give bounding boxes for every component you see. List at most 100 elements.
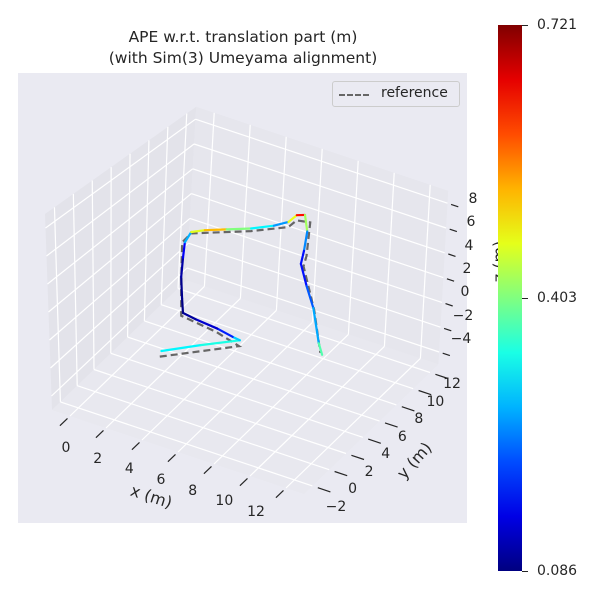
y-tick-label: 12	[443, 376, 461, 392]
legend-reference-swatch	[339, 94, 369, 96]
estimate-trajectory-segment	[190, 229, 206, 234]
tick-x	[239, 477, 248, 487]
gridline-y	[144, 320, 397, 406]
legend-reference-label: reference	[381, 85, 448, 101]
estimate-trajectory-segment	[225, 227, 253, 231]
estimate-trajectory-segment	[317, 342, 324, 356]
gridline-z	[188, 242, 441, 328]
y-tick-label: 8	[414, 411, 424, 428]
tick-x	[131, 441, 140, 451]
estimate-trajectory-segment	[199, 339, 241, 347]
gridline-y	[93, 368, 347, 455]
tick-y	[384, 422, 398, 428]
gridline-x	[285, 357, 421, 489]
tick-y	[368, 438, 381, 444]
tick-z	[448, 253, 456, 257]
gridline-x	[141, 309, 277, 441]
legend: reference	[332, 81, 460, 107]
tick-y	[418, 389, 432, 396]
tick-z	[445, 303, 453, 307]
gridline-z	[48, 193, 192, 313]
z-tick-label: −2	[452, 307, 474, 324]
tick-x	[95, 429, 104, 439]
y-tick-label: −2	[325, 499, 347, 515]
pane-yz	[45, 106, 197, 411]
chart-title-line2: (with Sim(3) Umeyama alignment)	[108, 49, 378, 67]
gridline-z	[51, 267, 188, 397]
z-tick-label: 4	[464, 237, 474, 254]
tick-x	[275, 489, 284, 499]
x-tick-label: 10	[215, 493, 234, 510]
x-tick-label: 4	[124, 461, 134, 478]
tick-y	[317, 487, 331, 493]
x-tick-label: 0	[61, 440, 71, 456]
tick-x	[59, 417, 68, 427]
colorbar-tick	[522, 571, 528, 572]
z-tick-label: 8	[468, 191, 478, 207]
y-tick-label: 0	[348, 481, 358, 498]
gridline-z	[189, 217, 443, 303]
gridline-x	[249, 345, 385, 477]
estimate-trajectory-segment	[181, 311, 197, 321]
x-tick-label: 8	[188, 482, 198, 499]
colorbar	[498, 25, 522, 571]
x-tick-label: 6	[156, 472, 166, 488]
gridline-y	[77, 385, 330, 471]
z-tick-label: 2	[462, 261, 472, 277]
gridline-z	[193, 143, 447, 229]
gridline-z	[195, 118, 448, 204]
estimate-trajectory-segment	[272, 220, 290, 227]
estimate-trajectory-segment	[194, 318, 219, 330]
gridline-y	[110, 352, 363, 438]
x-tick-label: 12	[247, 504, 265, 520]
colorbar-tick-label: 0.086	[537, 563, 578, 579]
colorbar-tick	[522, 298, 528, 300]
z-tick-label: 6	[466, 214, 476, 231]
estimate-trajectory-segment	[180, 297, 185, 315]
z-tick-label: 0	[460, 284, 470, 301]
estimate-trajectory-segment	[303, 213, 309, 233]
tick-y	[401, 406, 415, 412]
z-tick-label: −4	[450, 331, 472, 347]
reference-trajectory	[159, 219, 322, 358]
estimate-trajectory-segment	[180, 275, 184, 300]
estimate-trajectory-segment	[305, 285, 315, 310]
estimate-trajectory-segment	[183, 230, 193, 244]
tick-z	[443, 327, 452, 332]
gridline-x	[105, 297, 241, 429]
estimate-trajectory-segment	[250, 224, 275, 230]
estimate-trajectory-segment	[180, 256, 185, 279]
x-tick-label: 2	[93, 450, 103, 467]
gridline-z	[49, 217, 191, 341]
gridline-x	[213, 333, 349, 465]
gridline-y	[161, 304, 414, 390]
gridline-z	[47, 168, 194, 285]
gridline-z	[45, 118, 196, 229]
tick-z	[449, 228, 458, 233]
y-tick-label: 10	[426, 393, 445, 410]
estimate-trajectory-segment	[299, 262, 308, 288]
tick-y	[351, 454, 365, 461]
tick-z	[446, 278, 455, 282]
estimate-trajectory-segment	[160, 344, 202, 353]
gridline-z	[191, 193, 444, 279]
y-tick-label: 6	[397, 428, 407, 445]
gridline-z	[46, 143, 195, 257]
colorbar-tick	[522, 25, 528, 26]
chart-title-line1: APE w.r.t. translation part (m)	[128, 28, 358, 46]
estimate-trajectory-segment	[231, 335, 241, 342]
gridline-z	[50, 242, 189, 369]
colorbar-tick-label: 0.403	[537, 290, 578, 307]
estimate-trajectory-segment	[203, 228, 228, 232]
gridline-x	[177, 321, 313, 453]
estimate-trajectory-segment	[302, 230, 309, 252]
tick-y	[334, 470, 348, 477]
y-tick-label: 2	[364, 463, 374, 480]
estimate-trajectory-segment	[312, 306, 320, 345]
gridline-y	[177, 287, 431, 374]
tick-z	[450, 203, 459, 208]
estimate-trajectory-segment	[181, 241, 186, 259]
estimate-trajectory-segment	[299, 249, 306, 265]
y-tick-label: 4	[381, 446, 391, 463]
